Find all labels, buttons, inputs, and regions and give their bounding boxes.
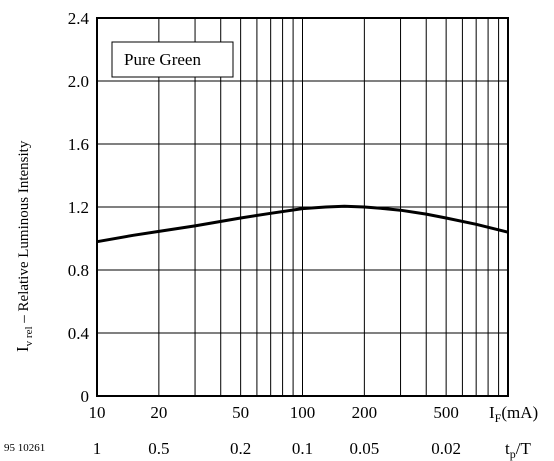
duty-tick-label: 0.02 [431,439,461,458]
x-tick-label: 50 [232,403,249,422]
x-axis-label: IF(mA) [489,403,538,425]
y-tick-label: 1.6 [68,135,89,154]
x-tick-label: 10 [89,403,106,422]
duty-tick-label: 0.05 [349,439,379,458]
y-tick-label: 0 [81,387,90,406]
y-tick-labels: 0 0.4 0.8 1.2 1.6 2.0 2.4 [68,9,90,406]
duty-tick-label: 0.2 [230,439,251,458]
duty-tick-label: 0.1 [292,439,313,458]
x-tick-label: 500 [433,403,459,422]
y-tick-label: 1.2 [68,198,89,217]
legend-box [111,41,234,78]
x-tick-label: 20 [150,403,167,422]
y-tick-label: 2.0 [68,72,89,91]
x-tick-labels: 10 20 50 100 200 500 [89,403,459,422]
figure-code: 95 10261 [4,442,45,454]
duty-tick-label: 1 [93,439,102,458]
y-tick-label: 0.8 [68,261,89,280]
series-line [96,204,509,244]
horizontal-grid [97,80,508,334]
duty-tick-labels: 1 0.5 0.2 0.1 0.05 0.02 [93,439,461,458]
y-tick-label: 2.4 [68,9,90,28]
legend-label: Pure Green [124,50,201,69]
duty-axis-label: tp/T [505,439,531,461]
y-tick-label: 0.4 [68,324,90,343]
duty-tick-label: 0.5 [148,439,169,458]
x-tick-label: 100 [290,403,316,422]
plot-frame [96,17,509,397]
x-tick-label: 200 [352,403,378,422]
y-axis-label: Iv rel – Relative Luminous Intensity [13,140,35,352]
